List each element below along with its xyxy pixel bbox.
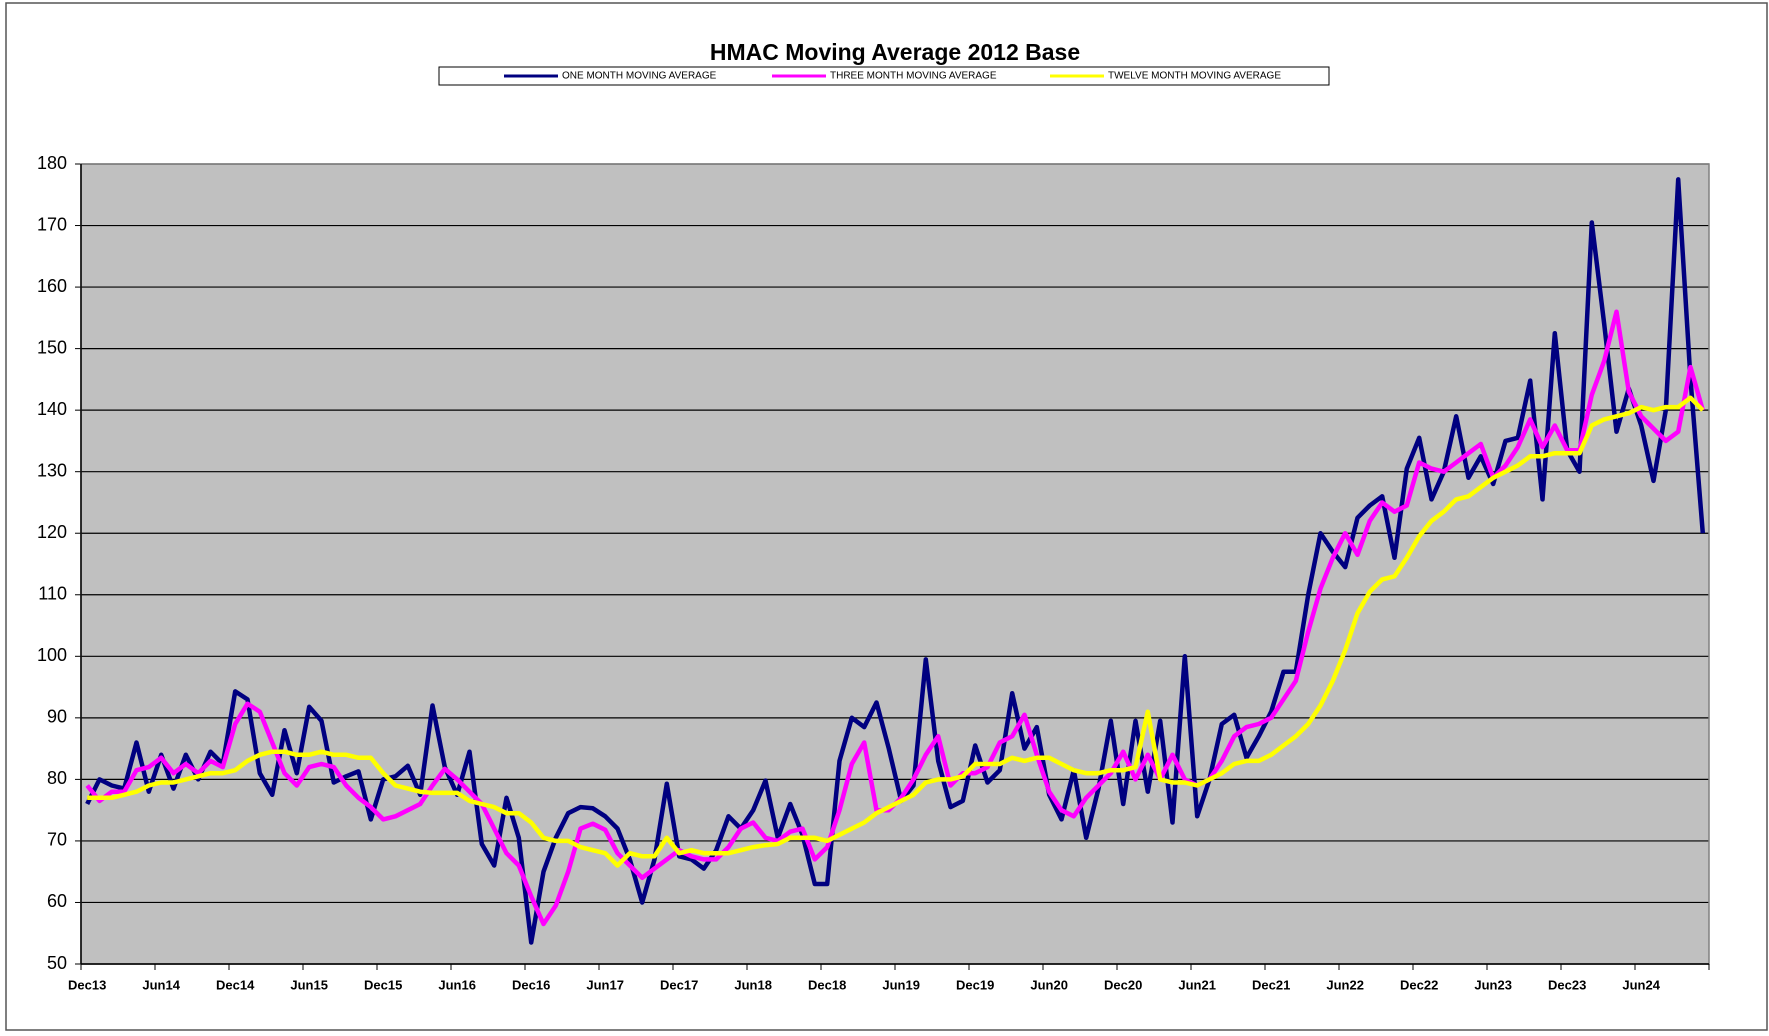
y-tick-label: 80 [47,768,67,788]
y-tick-label: 170 [37,214,67,234]
x-tick-label: Dec17 [660,977,698,992]
legend-box [438,66,1330,86]
y-tick-label: 180 [37,153,67,173]
y-tick-label: 50 [47,953,67,973]
series-line [87,395,1705,868]
x-tick-label: Jun20 [1030,977,1068,992]
x-tick-label: Jun21 [1178,977,1216,992]
y-tick-label: 110 [38,584,67,604]
x-tick-label: Jun16 [438,977,476,992]
x-tick-label: Dec18 [808,977,846,992]
x-tick-label: Jun22 [1326,977,1364,992]
legend-label: TWELVE MONTH MOVING AVERAGE [1108,71,1281,82]
x-tick-label: Dec13 [68,977,106,992]
y-tick-label: 60 [47,891,67,911]
x-tick-label: Dec23 [1548,977,1586,992]
y-tick-label: 90 [47,707,67,727]
x-tick-label: Dec19 [956,977,994,992]
x-tick-label: Jun17 [586,977,624,992]
x-tick-label: Jun24 [1622,977,1660,992]
x-tick-label: Jun15 [290,977,328,992]
series-line [85,177,1706,945]
x-tick-label: Dec15 [364,977,402,992]
y-tick-label: 130 [37,460,67,480]
y-tick-label: 100 [37,645,67,665]
x-tick-label: Dec16 [512,977,550,992]
x-tick-label: Jun18 [734,977,772,992]
x-tick-label: Dec14 [216,977,255,992]
x-tick-label: Dec21 [1252,977,1290,992]
y-tick-label: 70 [47,830,67,850]
y-tick-label: 140 [37,399,67,419]
x-tick-label: Jun14 [142,977,180,992]
y-tick-label: 150 [37,337,67,357]
legend-label: ONE MONTH MOVING AVERAGE [562,71,717,82]
legend-label: THREE MONTH MOVING AVERAGE [830,71,997,82]
y-tick-label: 160 [37,276,67,296]
plot-area [81,164,1709,964]
x-tick-label: Jun23 [1474,977,1512,992]
x-tick-label: Dec22 [1400,977,1438,992]
x-tick-label: Jun19 [882,977,920,992]
chart-title: HMAC Moving Average 2012 Base [710,39,1080,65]
x-tick-label: Dec20 [1104,977,1142,992]
y-tick-label: 120 [37,522,67,542]
